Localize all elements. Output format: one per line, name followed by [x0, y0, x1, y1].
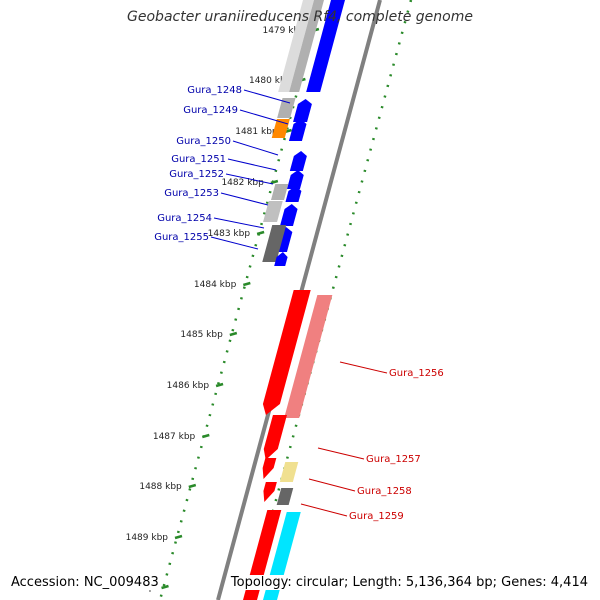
reverse-cds-arrow	[263, 415, 287, 460]
gene-label-gura-1253: Gura_1253	[164, 188, 219, 199]
ruler-tick-label: 1482 kbp	[221, 178, 264, 188]
gene-label-gura-1256: Gura_1256	[389, 368, 444, 379]
ruler-tick	[256, 230, 265, 236]
gene-label-gura-1249: Gura_1249	[183, 105, 238, 116]
accession-label: Accession: NC_009483	[9, 575, 161, 590]
ruler-tick	[270, 179, 279, 185]
ruler-dotted-line-left	[158, 0, 324, 600]
forward-cds-arrow	[306, 0, 345, 92]
feature-gray-block	[263, 201, 283, 222]
forward-cds-arrow	[288, 119, 307, 141]
ruler-tick-label: 1479 kbp	[262, 26, 305, 36]
forward-cds-arrow	[285, 186, 302, 202]
ruler-tick	[215, 382, 224, 388]
gene-leader-line	[213, 217, 265, 229]
ruler-dotted-line-right	[247, 0, 413, 600]
reverse-cds-arrow	[262, 290, 311, 415]
gene-label-gura-1250: Gura_1250	[176, 136, 231, 147]
gene-leader-line	[227, 158, 277, 171]
feature-gray-block	[278, 0, 314, 92]
ruler-tick	[242, 281, 251, 287]
forward-cds-arrow	[286, 170, 304, 189]
ruler-tick-label: 1489 kbp	[126, 533, 169, 543]
gene-label-gura-1251: Gura_1251	[171, 154, 226, 165]
forward-cds-arrow	[289, 151, 307, 171]
ruler-tick-label: 1481 kbp	[235, 127, 278, 137]
ruler-tick-label: 1488 kbp	[139, 482, 182, 492]
gene-leader-line	[220, 192, 269, 206]
feature-gray-block	[271, 184, 289, 200]
ruler-tick	[229, 331, 238, 337]
forward-cds-arrow	[274, 252, 288, 266]
feature-orange-block	[271, 119, 290, 138]
ruler-tick	[161, 584, 169, 590]
ruler-tick	[174, 534, 183, 540]
gene-label-gura-1255: Gura_1255	[154, 232, 209, 243]
feature-dark-block	[262, 225, 287, 262]
gene-leader-line	[225, 173, 274, 185]
ruler-tick-label: 1487 kbp	[153, 432, 196, 442]
gene-leader-line	[317, 447, 365, 460]
feature-dark-block	[276, 488, 294, 505]
ruler-tick-label: 1483 kbp	[208, 229, 251, 239]
gene-label-gura-1257: Gura_1257	[366, 454, 421, 465]
feature-gray-block	[289, 0, 324, 92]
ruler-tick-label: 1486 kbp	[167, 381, 210, 391]
forward-cds-arrow	[293, 99, 312, 122]
reverse-cds-light-block	[284, 295, 333, 418]
map-title: Geobacter uraniireducens Rf4, complete g…	[127, 9, 473, 25]
ruler-tick	[188, 483, 197, 489]
ruler-tick-label: 1484 kbp	[194, 280, 237, 290]
genome-summary: Topology: circular; Length: 5,136,364 bp…	[228, 575, 590, 590]
reverse-cds-arrow	[262, 458, 277, 479]
gene-leader-line	[210, 236, 259, 250]
gene-label-gura-1254: Gura_1254	[157, 213, 212, 224]
ruler-tick-label: 1485 kbp	[180, 330, 223, 340]
gene-label-gura-1259: Gura_1259	[349, 511, 404, 522]
gene-leader-line	[232, 140, 279, 156]
ruler-tick-label: 1480 kbp	[249, 76, 292, 86]
reverse-cds-arrow	[263, 482, 277, 502]
gene-leader-line	[239, 109, 289, 125]
gene-leader-line	[300, 503, 348, 517]
gene-leader-line	[308, 478, 356, 492]
gene-leader-line	[339, 361, 388, 374]
gene-leader-line	[243, 89, 291, 104]
gene-label-gura-1252: Gura_1252	[169, 169, 224, 180]
feature-gray-block	[277, 98, 296, 118]
feature-yellow-block	[279, 462, 299, 482]
forward-cds-arrow	[279, 204, 298, 226]
gene-label-gura-1248: Gura_1248	[187, 85, 242, 96]
ruler-tick	[201, 433, 210, 439]
gene-label-gura-1258: Gura_1258	[357, 486, 412, 497]
